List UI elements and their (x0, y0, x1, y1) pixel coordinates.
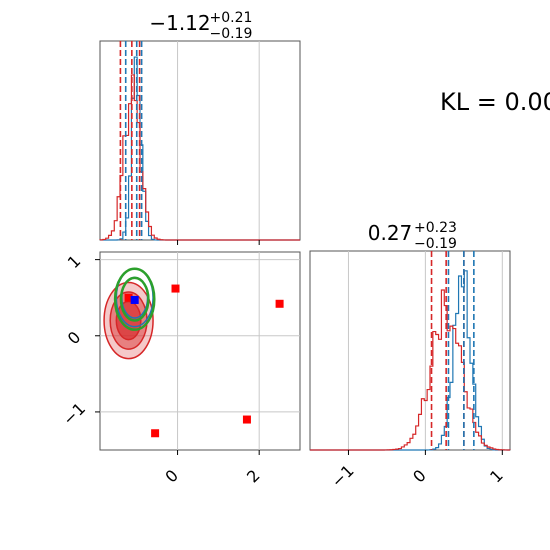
title-minus: −0.19 (414, 236, 457, 252)
title-plus: +0.21 (210, 10, 253, 26)
title-plus: +0.23 (414, 220, 457, 236)
scatter-point-red (151, 429, 160, 438)
contour-panel-bottom-left: 0 2 −1 0 1 (59, 251, 301, 487)
histogram-blue (310, 270, 510, 451)
x-tick-label: 1 (486, 466, 507, 487)
scatter-point-red (124, 293, 133, 302)
histogram-panel-bottom-right: 0.27 +0.23−0.19 −1 0 1 (309, 220, 511, 491)
kl-label: KL = 0.00 (440, 88, 550, 116)
histogram-red (310, 289, 511, 451)
y-tick-label: −1 (59, 399, 89, 429)
x-tick-label: 0 (409, 466, 430, 487)
y-tick-label: 1 (64, 251, 85, 272)
x-tick-label: 2 (243, 466, 264, 487)
title-minus: −0.19 (210, 26, 253, 42)
x-tick-label: 0 (161, 466, 182, 487)
histogram-blue (100, 56, 300, 241)
axes-frame (99, 40, 301, 241)
scatter-point-red (275, 299, 284, 308)
scatter-point-blue (130, 295, 139, 304)
axes-frame (309, 250, 511, 451)
panel-title: −1.12 (149, 11, 210, 35)
scatter-point-red (171, 284, 180, 293)
axes-frame (99, 251, 301, 451)
contour-line (113, 267, 156, 331)
x-tick-label: −1 (328, 461, 358, 491)
y-tick-label: 0 (64, 328, 85, 349)
scatter-point-red (242, 415, 251, 424)
histogram-red (99, 74, 300, 241)
histogram-panel-top-left: −1.12+0.21−0.19 (99, 10, 301, 245)
contour-line (119, 276, 150, 322)
panel-title: 0.27 (368, 221, 413, 245)
